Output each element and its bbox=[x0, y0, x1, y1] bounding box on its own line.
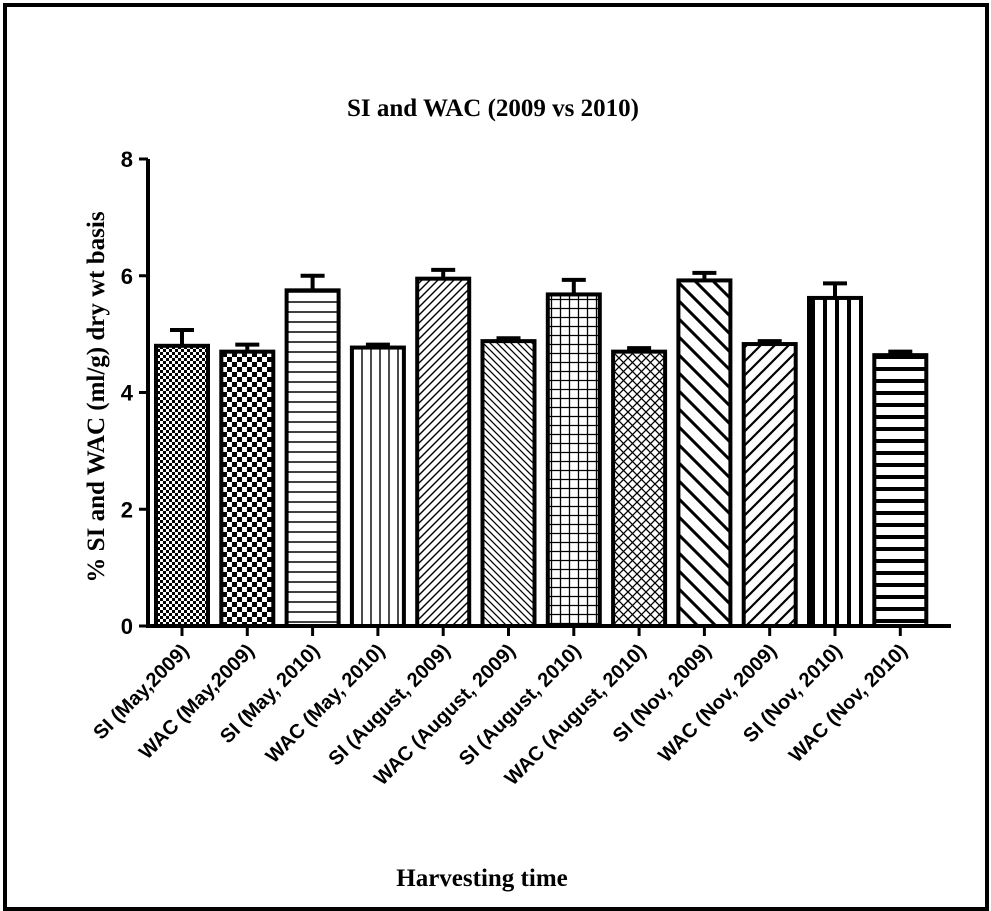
y-tick-label: 4 bbox=[121, 381, 134, 406]
bar bbox=[219, 349, 276, 628]
x-tick-label: WAC (May,2009) bbox=[135, 640, 259, 764]
bar bbox=[480, 339, 537, 628]
x-tick-label: WAC (Nov, 2010) bbox=[785, 640, 912, 767]
y-axis-label: % SI and WAC (ml/g) dry wt basis bbox=[83, 211, 110, 582]
bar bbox=[676, 278, 733, 628]
y-tick-label: 6 bbox=[121, 264, 133, 289]
x-tick-label: WAC (May, 2010) bbox=[262, 640, 390, 768]
x-tick-label: WAC (Nov, 2009) bbox=[654, 640, 781, 767]
y-tick-label: 0 bbox=[121, 614, 133, 639]
x-axis-label: Harvesting time bbox=[396, 865, 567, 892]
x-tick-label: SI (August, 2009) bbox=[324, 640, 454, 770]
chart-frame: SI and WAC (2009 vs 2010) % SI and WAC (… bbox=[3, 3, 989, 911]
bar bbox=[872, 353, 929, 628]
bar-chart: SI and WAC (2009 vs 2010) % SI and WAC (… bbox=[83, 95, 951, 892]
bar bbox=[415, 276, 472, 628]
y-tick-label: 2 bbox=[121, 497, 133, 522]
bar bbox=[807, 295, 863, 628]
bar bbox=[545, 292, 602, 628]
y-tick-label: 8 bbox=[121, 147, 133, 172]
chart-title: SI and WAC (2009 vs 2010) bbox=[347, 95, 639, 122]
bar bbox=[284, 288, 341, 628]
bar bbox=[741, 342, 798, 628]
x-tick-label: SI (August, 2010) bbox=[455, 640, 585, 770]
bar bbox=[611, 349, 668, 628]
bar bbox=[349, 345, 406, 628]
bar bbox=[154, 343, 210, 628]
